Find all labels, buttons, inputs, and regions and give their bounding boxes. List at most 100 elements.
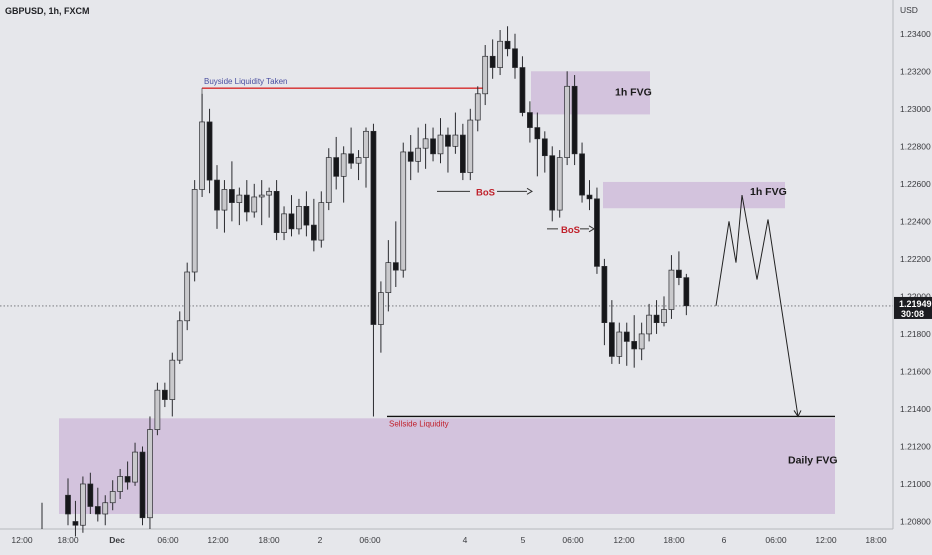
bearish-candle[interactable] — [206, 121, 213, 181]
bearish-candle[interactable] — [527, 112, 533, 128]
bullish-candle[interactable] — [169, 359, 176, 400]
bullish-candle[interactable] — [638, 333, 645, 350]
bearish-candle[interactable] — [370, 130, 377, 325]
fvg-zone[interactable] — [603, 181, 785, 209]
bullish-candle[interactable] — [147, 429, 153, 519]
bullish-candle[interactable] — [422, 138, 429, 149]
bullish-candle[interactable] — [80, 483, 86, 526]
bullish-candle[interactable] — [378, 292, 384, 325]
bearish-candle[interactable] — [407, 151, 414, 162]
bearish-candle[interactable] — [683, 277, 690, 307]
time-axis[interactable] — [0, 529, 893, 550]
bullish-candle[interactable] — [452, 134, 459, 147]
bearish-candle[interactable] — [586, 194, 593, 200]
x-tick-label: 2 — [318, 535, 323, 545]
bullish-candle[interactable] — [117, 476, 124, 492]
fvg-zone[interactable] — [531, 71, 650, 115]
bullish-candle[interactable] — [474, 93, 481, 121]
bullish-candle[interactable] — [184, 271, 191, 322]
bullish-candle[interactable] — [191, 189, 198, 273]
bearish-candle[interactable] — [571, 85, 578, 155]
bearish-candle[interactable] — [623, 331, 630, 342]
bearish-candle[interactable] — [311, 224, 317, 241]
bullish-candle[interactable] — [109, 491, 116, 504]
bearish-candle[interactable] — [243, 194, 250, 213]
bullish-candle[interactable] — [482, 55, 489, 95]
bullish-candle[interactable] — [318, 202, 325, 241]
bullish-candle[interactable] — [176, 320, 183, 361]
bullish-candle[interactable] — [154, 389, 161, 430]
bullish-candle[interactable] — [355, 157, 362, 164]
bearish-candle[interactable] — [303, 205, 310, 226]
bullish-candle[interactable] — [221, 189, 228, 211]
bullish-candle[interactable] — [415, 147, 421, 162]
bearish-candle[interactable] — [392, 262, 399, 271]
bearish-candle[interactable] — [519, 67, 526, 113]
zones-layer — [59, 71, 835, 514]
bullish-candle[interactable] — [325, 157, 332, 203]
bullish-candle[interactable] — [497, 40, 503, 68]
bearish-candle[interactable] — [594, 198, 600, 267]
bullish-candle[interactable] — [340, 153, 347, 177]
fvg-zone[interactable] — [59, 418, 835, 514]
bearish-candle[interactable] — [549, 155, 556, 211]
bullish-candle[interactable] — [251, 196, 258, 213]
bearish-candle[interactable] — [430, 138, 436, 155]
bearish-candle[interactable] — [445, 134, 451, 147]
bullish-candle[interactable] — [281, 213, 287, 233]
bearish-candle[interactable] — [541, 138, 548, 157]
bullish-candle[interactable] — [385, 262, 392, 293]
bullish-candle[interactable] — [363, 130, 369, 158]
bearish-candle[interactable] — [631, 341, 638, 350]
bullish-candle[interactable] — [296, 205, 302, 230]
bearish-candle[interactable] — [653, 314, 660, 324]
bearish-candle[interactable] — [601, 266, 608, 324]
bullish-candle[interactable] — [646, 314, 652, 335]
bullish-candle[interactable] — [236, 194, 243, 203]
bearish-candle[interactable] — [139, 451, 146, 519]
bullish-candle[interactable] — [258, 194, 265, 198]
bearish-candle[interactable] — [94, 506, 101, 515]
projection-path[interactable] — [715, 195, 799, 417]
bearish-candle[interactable] — [348, 153, 354, 164]
bullish-candle[interactable] — [102, 502, 109, 515]
bearish-candle[interactable] — [608, 322, 615, 357]
bearish-candle[interactable] — [65, 494, 71, 515]
bearish-candle[interactable] — [512, 48, 518, 68]
bullish-candle[interactable] — [132, 451, 138, 483]
bullish-candle[interactable] — [661, 309, 667, 324]
x-tick-label: 6 — [722, 535, 727, 545]
bearish-candle[interactable] — [534, 127, 541, 140]
bearish-candle[interactable] — [87, 483, 94, 507]
bearish-candle[interactable] — [162, 389, 168, 400]
x-tick-label: 12:00 — [11, 535, 33, 545]
bullish-candle[interactable] — [616, 331, 623, 357]
x-tick-label: 4 — [463, 535, 468, 545]
bullish-candle[interactable] — [556, 157, 563, 211]
x-tick-label: 18:00 — [663, 535, 685, 545]
bearish-candle[interactable] — [504, 40, 511, 50]
bearish-candle[interactable] — [579, 153, 585, 196]
bearish-candle[interactable] — [489, 55, 496, 68]
bearish-candle[interactable] — [460, 134, 466, 173]
bearish-candle[interactable] — [124, 476, 131, 483]
annotation-lines-layer — [0, 87, 893, 418]
bearish-candle[interactable] — [229, 189, 235, 203]
bullish-candle[interactable] — [467, 119, 474, 173]
bearish-candle[interactable] — [273, 190, 280, 233]
bearish-candle[interactable] — [72, 521, 79, 526]
price-axis[interactable] — [893, 0, 932, 550]
bullish-candle[interactable] — [266, 190, 272, 196]
bullish-candle[interactable] — [564, 85, 571, 158]
y-tick-label: 1.21200 — [900, 441, 931, 451]
bearish-candle[interactable] — [288, 213, 295, 230]
bullish-candle[interactable] — [668, 269, 675, 310]
bearish-candle[interactable] — [333, 157, 340, 177]
bullish-candle[interactable] — [400, 151, 407, 271]
bearish-candle[interactable] — [214, 179, 220, 211]
bearish-candle[interactable] — [676, 269, 682, 278]
bullish-candle[interactable] — [437, 134, 444, 155]
bullish-candle[interactable] — [199, 121, 205, 190]
